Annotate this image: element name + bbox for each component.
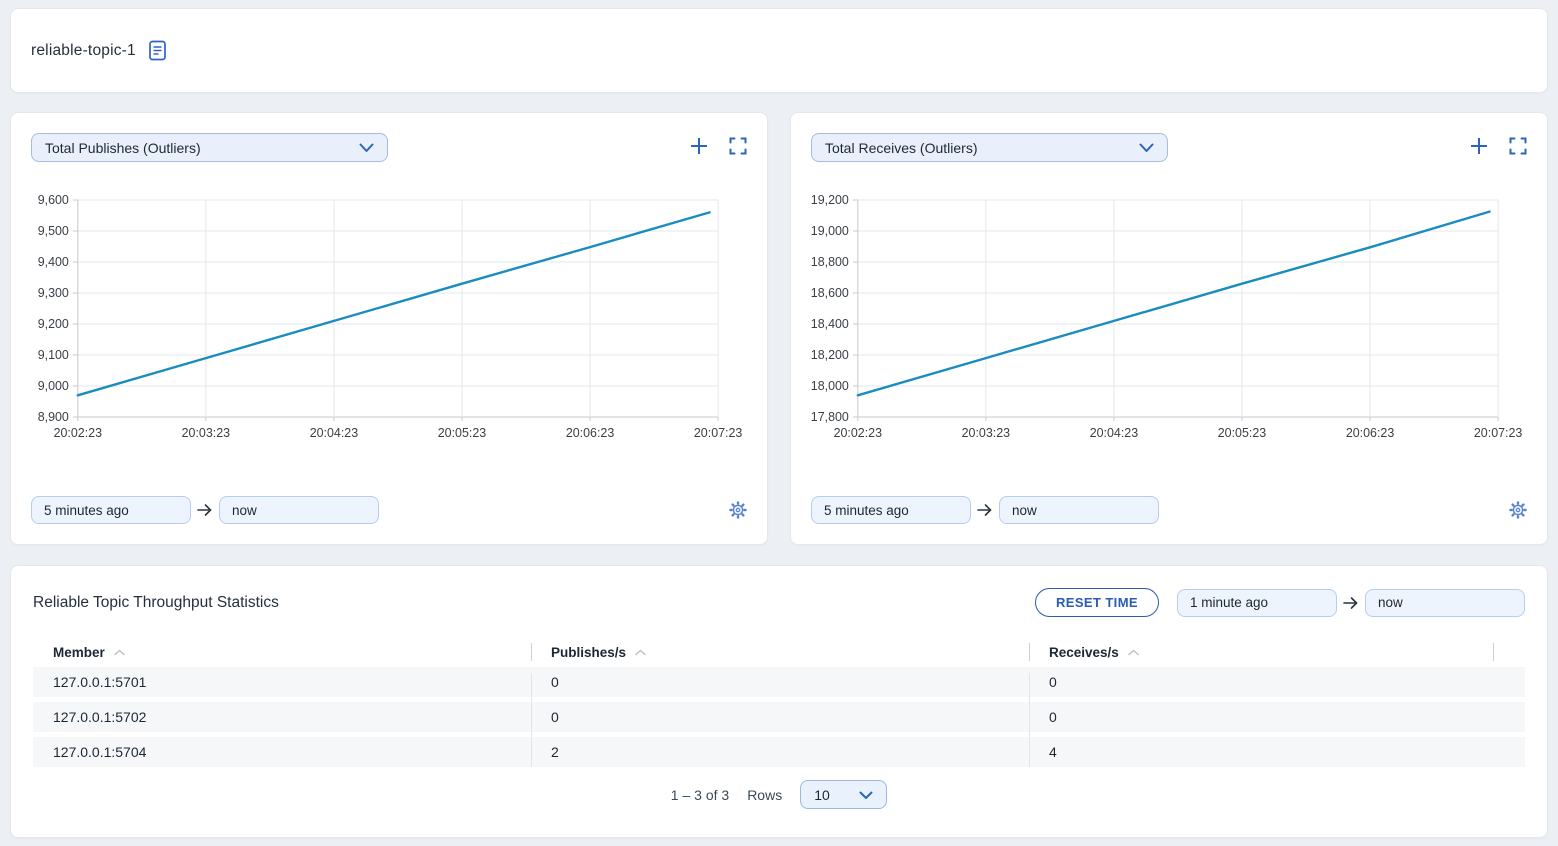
svg-text:20:06:23: 20:06:23 [566,426,614,440]
svg-text:9,200: 9,200 [38,317,69,331]
stats-head: Reliable Topic Throughput Statistics RES… [33,588,1525,617]
column-separator [531,643,532,661]
arrow-right-icon [977,503,993,517]
svg-text:20:07:23: 20:07:23 [1474,426,1522,440]
metric-select-value: Total Receives (Outliers) [825,139,978,156]
charts-row: Total Publishes (Outliers) 8,900 9,000 9,1… [10,112,1548,545]
reset-time-button[interactable]: RESET TIME [1034,588,1159,617]
add-chart-icon[interactable] [689,136,709,156]
chart-actions [689,136,747,156]
publishes-cell: 0 [551,674,559,690]
receives-cell: 0 [1049,674,1057,690]
chart-head: Total Receives (Outliers) [811,133,1527,162]
time-from-input[interactable] [31,496,191,524]
time-to-input[interactable] [1365,588,1525,617]
svg-text:9,000: 9,000 [38,379,69,393]
sort-asc-icon [114,649,125,656]
chevron-down-icon [1139,140,1154,156]
rows-per-page-select[interactable]: 10 [800,780,888,809]
fullscreen-icon[interactable] [729,137,747,155]
column-header-receives[interactable]: Receives/s [1029,637,1493,667]
rows-per-page-value: 10 [814,786,830,803]
publishes-cell: 2 [551,744,559,760]
member-cell: 127.0.0.1:5702 [53,709,147,725]
svg-text:20:04:23: 20:04:23 [310,426,358,440]
table-row: 127.0.0.1:5701 0 0 [33,667,1525,697]
pagination: 1 – 3 of 3 Rows 10 [33,780,1525,809]
svg-text:9,300: 9,300 [38,286,69,300]
svg-text:18,000: 18,000 [811,379,849,393]
topic-header-panel: reliable-topic-1 [10,8,1548,93]
svg-text:20:03:23: 20:03:23 [182,426,230,440]
table-row: 127.0.0.1:5704 2 4 [33,737,1525,767]
add-chart-icon[interactable] [1469,136,1489,156]
svg-text:9,600: 9,600 [38,193,69,207]
arrow-right-icon [197,503,213,517]
column-separator [1493,643,1494,661]
column-header-publishes[interactable]: Publishes/s [531,637,1029,667]
time-from-input[interactable] [811,496,971,524]
chart-actions [1469,136,1527,156]
svg-text:19,200: 19,200 [811,193,849,207]
document-icon[interactable] [148,40,167,61]
svg-text:8,900: 8,900 [38,410,69,424]
metric-select[interactable]: Total Publishes (Outliers) [31,133,388,162]
chevron-down-icon [859,787,873,803]
metric-select-value: Total Publishes (Outliers) [45,139,201,156]
svg-text:9,500: 9,500 [38,224,69,238]
page-title: reliable-topic-1 [31,41,136,59]
svg-text:20:05:23: 20:05:23 [438,426,486,440]
chevron-down-icon [359,140,374,156]
member-cell: 127.0.0.1:5701 [53,674,147,690]
receives-line-chart: 17,800 18,000 18,200 18,400 18,600 18,800 19,0… [811,193,1522,440]
svg-text:20:02:23: 20:02:23 [834,426,882,440]
column-separator [531,673,532,767]
svg-text:20:06:23: 20:06:23 [1346,426,1394,440]
column-header-member[interactable]: Member [33,637,531,667]
svg-text:18,400: 18,400 [811,317,849,331]
rows-per-page-label: Rows [747,786,783,803]
sort-asc-icon [635,649,646,656]
settings-gear-icon[interactable] [1509,501,1527,519]
pagination-range: 1 – 3 of 3 [670,786,730,803]
column-separator [1029,643,1030,661]
table-row: 127.0.0.1:5702 0 0 [33,702,1525,732]
svg-text:20:04:23: 20:04:23 [1090,426,1138,440]
svg-text:9,100: 9,100 [38,348,69,362]
receives-cell: 4 [1049,744,1057,760]
publishes-line-chart: 8,900 9,000 9,100 9,200 9,300 9,400 9,500 9,600… [38,193,743,440]
column-separator [1029,673,1030,767]
settings-gear-icon[interactable] [729,501,747,519]
svg-text:18,800: 18,800 [811,255,849,269]
svg-text:17,800: 17,800 [811,410,849,424]
sort-asc-icon [1128,649,1139,656]
svg-text:20:03:23: 20:03:23 [962,426,1010,440]
svg-text:9,400: 9,400 [38,255,69,269]
time-to-input[interactable] [999,496,1159,524]
receives-chart-panel: Total Receives (Outliers) 17,800 18,000 18… [790,112,1548,545]
metric-select[interactable]: Total Receives (Outliers) [811,133,1168,162]
member-cell: 127.0.0.1:5704 [53,744,147,760]
chart-head: Total Publishes (Outliers) [31,133,747,162]
svg-text:19,000: 19,000 [811,224,849,238]
publishes-chart-panel: Total Publishes (Outliers) 8,900 9,000 9,1… [10,112,768,545]
throughput-stats-panel: Reliable Topic Throughput Statistics RES… [10,565,1548,838]
stats-controls: RESET TIME [1034,588,1525,617]
chart-foot [31,496,747,524]
arrow-right-icon [1343,596,1359,610]
chart-foot [811,496,1527,524]
svg-text:20:07:23: 20:07:23 [694,426,742,440]
svg-text:20:02:23: 20:02:23 [54,426,102,440]
stats-title: Reliable Topic Throughput Statistics [33,593,279,611]
svg-text:20:05:23: 20:05:23 [1218,426,1266,440]
throughput-table: Member Publishes/s Receives/s 127.0.0. [33,637,1525,767]
receives-cell: 0 [1049,709,1057,725]
table-header-row: Member Publishes/s Receives/s [33,637,1525,667]
svg-text:18,200: 18,200 [811,348,849,362]
fullscreen-icon[interactable] [1509,137,1527,155]
publishes-cell: 0 [551,709,559,725]
time-from-input[interactable] [1177,588,1337,617]
svg-text:18,600: 18,600 [811,286,849,300]
time-to-input[interactable] [219,496,379,524]
